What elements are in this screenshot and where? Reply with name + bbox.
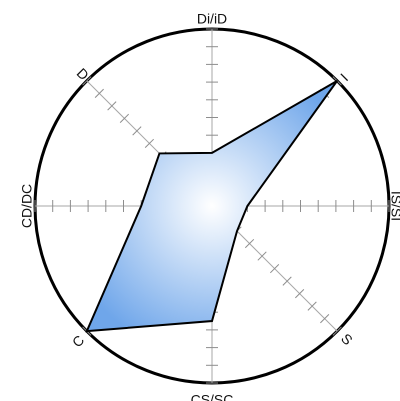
axis-label-di-id: Di/iD: [197, 11, 227, 27]
tick-mark: [282, 276, 292, 286]
axis-label-d: D: [74, 65, 92, 83]
tick-mark: [269, 263, 280, 274]
tick-mark: [257, 251, 267, 261]
tick-mark: [295, 289, 305, 299]
tick-mark: [244, 238, 255, 249]
tick-mark: [307, 301, 317, 311]
profile-polygon: [85, 79, 338, 333]
axis-label-cs-sc: CS/SC: [191, 392, 234, 401]
axis-label-is-si: IS/SI: [388, 191, 400, 221]
tick-mark: [144, 138, 155, 149]
tick-mark: [119, 113, 129, 123]
tick-mark: [332, 326, 342, 336]
tick-mark: [82, 76, 92, 86]
axis-label-cd-dc: CD/DC: [19, 184, 35, 228]
tick-mark: [132, 126, 142, 136]
tick-mark: [320, 314, 330, 324]
axis-label-s: S: [338, 330, 356, 348]
tick-mark: [94, 88, 104, 98]
axis-label-c: C: [69, 332, 87, 350]
tick-mark: [107, 101, 117, 111]
